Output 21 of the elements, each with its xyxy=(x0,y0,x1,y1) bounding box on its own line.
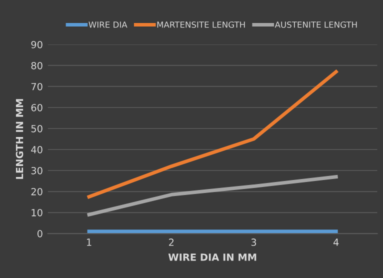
y-tick-label: 30 xyxy=(31,166,42,174)
legend-label: MARTENSITE LENGTH xyxy=(157,22,245,28)
y-tick-label: 10 xyxy=(32,208,42,216)
y-tick-label: 20 xyxy=(31,188,42,196)
y-tick-label: 70 xyxy=(31,82,42,90)
y-tick-label: 40 xyxy=(31,146,42,154)
y-tick-label: 0 xyxy=(37,230,42,238)
line-series xyxy=(87,175,338,216)
y-axis-title: LENGTH IN MM xyxy=(16,99,24,179)
x-axis-title: WIRE DIA IN MM xyxy=(168,254,256,261)
y-tick-label: 60 xyxy=(31,104,42,112)
legend-label: WIRE DIA xyxy=(88,22,128,28)
y-tick-label: 80 xyxy=(31,62,42,70)
legend-label: AUSTENITE LENGTH xyxy=(274,22,357,28)
x-tick-label: 3 xyxy=(251,238,256,246)
x-tick-label: 1 xyxy=(87,238,92,246)
x-tick-label: 4 xyxy=(333,238,339,246)
line-series xyxy=(87,70,338,198)
y-tick-label: 50 xyxy=(31,124,42,132)
y-tick-label: 90 xyxy=(31,40,42,48)
x-tick-label: 2 xyxy=(169,238,174,246)
